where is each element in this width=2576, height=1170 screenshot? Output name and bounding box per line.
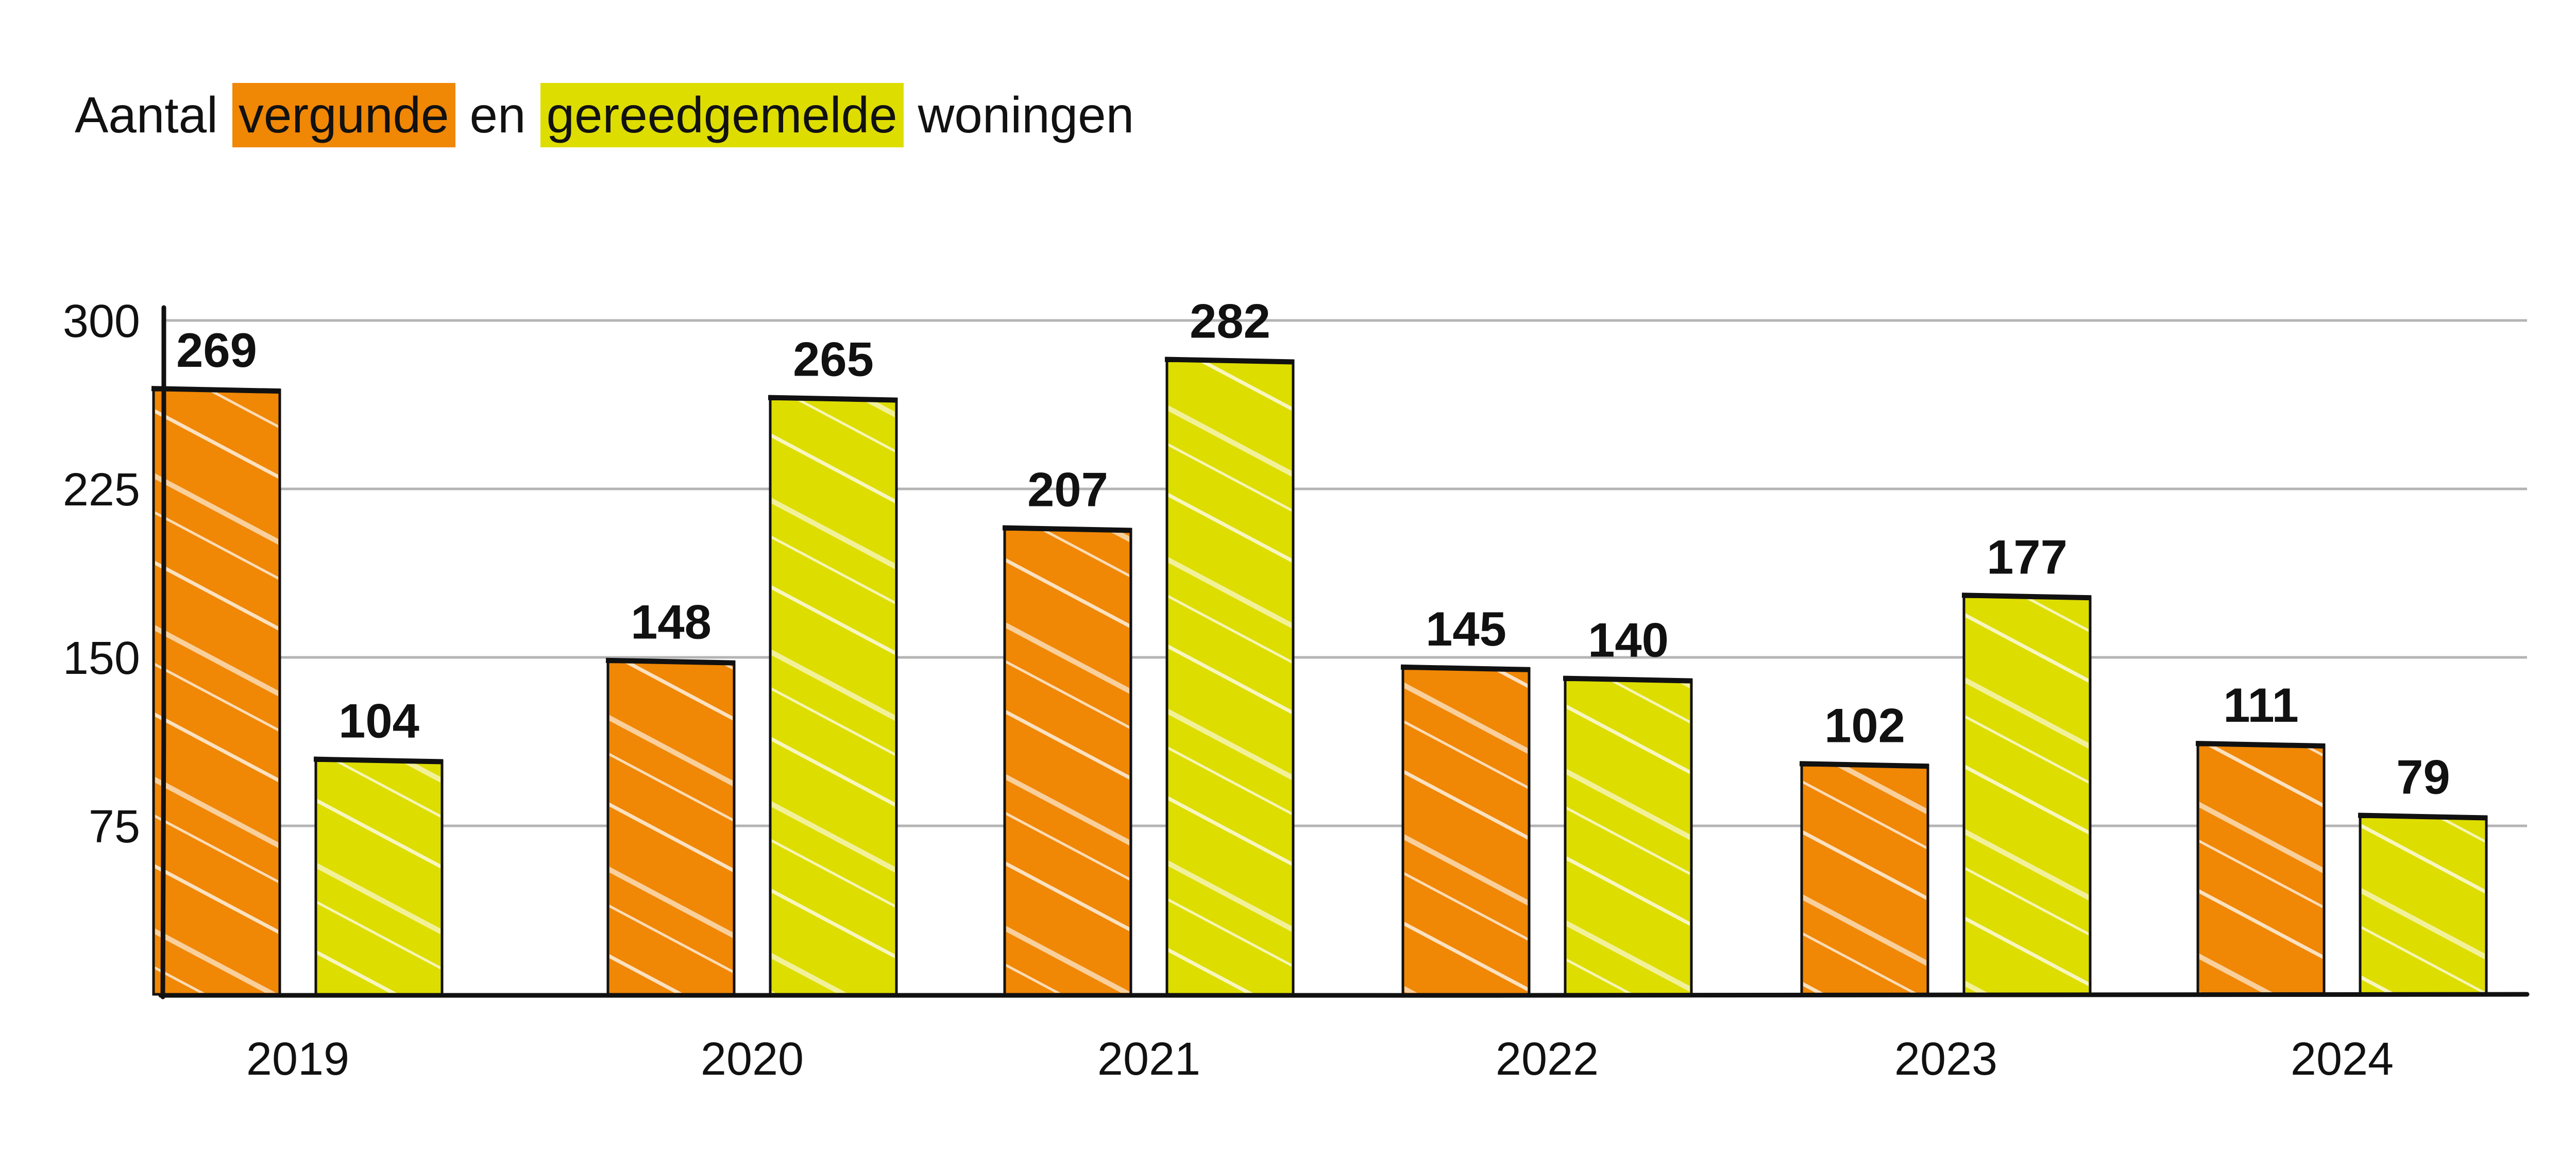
bar-top-edge: [2195, 741, 2326, 749]
bar-hatch: [2199, 747, 2323, 993]
y-tick-label: 150: [63, 633, 140, 684]
axes: [158, 305, 2530, 999]
bar-top-edge: [1400, 664, 1531, 672]
x-axis-line: [158, 992, 2530, 998]
bar-hatch: [317, 762, 440, 993]
bar-hatch: [1965, 598, 2089, 993]
gridlines: [164, 319, 2527, 827]
bar-hatch: [1006, 531, 1129, 993]
y-axis-line: [160, 305, 166, 999]
bar-hatch: [1168, 362, 1292, 993]
bar-top-edge: [768, 395, 898, 403]
title-highlight-vergunde: vergunde: [232, 82, 455, 147]
value-label: 265: [793, 332, 874, 386]
title-prefix: Aantal: [75, 86, 218, 143]
bar-hatch: [772, 400, 895, 993]
bar-top-edge: [1002, 525, 1132, 533]
bars: [151, 357, 2488, 996]
x-category-label: 2024: [2291, 1033, 2394, 1085]
value-label: 102: [1824, 698, 1905, 752]
bar-top-edge: [605, 657, 736, 666]
value-label: 207: [1027, 462, 1108, 516]
value-label: 104: [338, 694, 419, 748]
x-category-label: 2019: [246, 1033, 349, 1085]
title-suffix: woningen: [918, 86, 1134, 143]
value-label: 140: [1588, 613, 1669, 667]
value-label: 145: [1426, 602, 1506, 656]
title-middle: en: [469, 86, 526, 143]
y-tick-label: 225: [63, 464, 140, 516]
bar-hatch: [155, 392, 278, 993]
bar-hatch: [1567, 681, 1690, 993]
value-label: 269: [176, 323, 257, 377]
bar-top-edge: [1799, 761, 1929, 769]
x-category-label: 2020: [701, 1033, 804, 1085]
x-category-label: 2021: [1097, 1033, 1200, 1085]
y-axis-ticks: 75 150 225 300: [63, 296, 140, 853]
y-tick-label: 300: [63, 296, 140, 347]
value-labels: 269 104 148 265 207 282 145 140 102 177 111 79: [176, 294, 2450, 804]
x-axis-categories: 2019 2020 2021 2022 2023 2024: [246, 1033, 2394, 1085]
bar-top-edge: [1961, 592, 2092, 601]
value-label: 177: [1987, 530, 2067, 584]
bar-hatch: [609, 663, 733, 993]
bar-top-edge: [2358, 812, 2488, 821]
bar-hatch: [1404, 670, 1528, 993]
value-label: 282: [1190, 294, 1270, 348]
value-label: 148: [631, 595, 711, 649]
chart-title: Aantal vergunde en gereedgemelde woninge…: [75, 76, 1134, 154]
bar-top-edge: [1563, 675, 1693, 684]
bar-hatch: [1803, 767, 1926, 993]
x-category-label: 2022: [1496, 1033, 1599, 1085]
x-category-label: 2023: [1894, 1033, 1997, 1085]
y-tick-label: 75: [89, 801, 140, 853]
title-highlight-gereedgemelde: gereedgemelde: [540, 82, 904, 147]
bar-hatch: [2362, 818, 2485, 993]
bar-top-edge: [151, 386, 281, 394]
bar-top-edge: [1164, 357, 1295, 365]
value-label: 111: [2223, 678, 2298, 732]
value-label: 79: [2396, 750, 2450, 804]
bar-top-edge: [313, 756, 444, 765]
